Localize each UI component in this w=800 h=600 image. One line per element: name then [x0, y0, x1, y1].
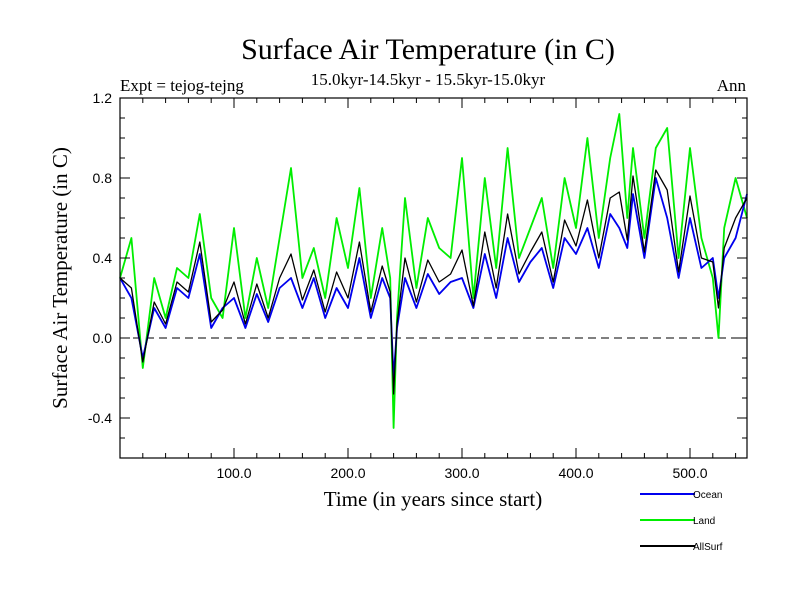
- y-tick-label: -0.4: [88, 410, 112, 426]
- legend-label-land: Land: [693, 516, 715, 527]
- x-tick-label: 300.0: [444, 465, 479, 481]
- x-tick-label: 500.0: [672, 465, 707, 481]
- legend: Ocean Land AllSurf: [640, 490, 723, 553]
- chart-subtitle: 15.0kyr-14.5kyr - 15.5kyr-15.0kyr: [311, 70, 546, 89]
- legend-label-ocean: Ocean: [693, 490, 722, 501]
- y-tick-label: 0.0: [93, 330, 113, 346]
- series-line-allsurf: [119, 169, 748, 395]
- season-label: Ann: [717, 76, 747, 95]
- x-axis-label: Time (in years since start): [324, 487, 543, 511]
- y-tick-label: 0.8: [93, 170, 113, 186]
- y-tick-label: 1.2: [93, 90, 113, 106]
- chart-title: Surface Air Temperature (in C): [241, 33, 615, 66]
- x-tick-label: 100.0: [216, 465, 251, 481]
- legend-label-allsurf: AllSurf: [693, 542, 723, 553]
- plot-frame: [119, 97, 748, 459]
- series-line-ocean: [119, 177, 748, 379]
- expt-label: Expt = tejog-tejng: [120, 76, 244, 95]
- x-tick-label: 200.0: [330, 465, 365, 481]
- plot-area: [120, 98, 747, 458]
- y-axis-label: Surface Air Temperature (in C): [48, 147, 72, 409]
- x-tick-label: 400.0: [558, 465, 593, 481]
- tick-layer: 100.0 200.0 300.0 400.0 500.0 -0.4 0.0 0.4 0.8 1.…: [88, 90, 747, 481]
- series-line-land: [119, 113, 748, 429]
- y-tick-label: 0.4: [93, 250, 113, 266]
- series-layer: [119, 113, 748, 429]
